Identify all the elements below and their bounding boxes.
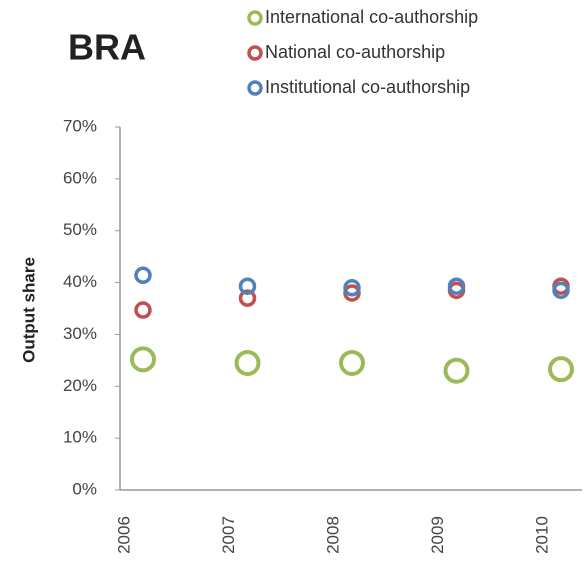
chart-title: BRA [68,27,146,68]
legend-label: National co-authorship [265,42,445,62]
marker [552,281,570,300]
marker [343,279,361,297]
y-tick-label: 10% [63,428,97,447]
x-tick-label: 2008 [323,516,342,554]
marker [130,346,156,373]
marker [548,356,574,383]
x-tick-label: 2010 [532,516,551,554]
marker [339,349,365,376]
legend-marker [247,80,263,96]
marker [134,266,152,285]
x-tick-label: 2007 [219,516,238,554]
y-tick-label: 50% [63,220,97,239]
y-tick-label: 20% [63,376,97,395]
y-tick-label: 40% [63,272,97,291]
x-tick-label: 2006 [114,516,133,554]
marker [238,277,257,295]
marker [134,301,152,319]
y-tick-label: 0% [72,479,97,498]
y-tick-label: 30% [63,324,97,343]
marker [443,357,470,384]
marker [447,277,466,295]
legend-marker [247,10,263,26]
marker [234,349,261,376]
y-tick-label: 70% [63,116,97,135]
legend-marker [247,45,263,61]
y-axis-label: Output share [19,257,38,363]
y-tick-label: 60% [63,168,97,187]
legend-label: Institutional co-authorship [265,77,470,97]
x-tick-label: 2009 [428,516,447,554]
legend-label: International co-authorship [265,7,478,27]
marker [238,289,257,307]
